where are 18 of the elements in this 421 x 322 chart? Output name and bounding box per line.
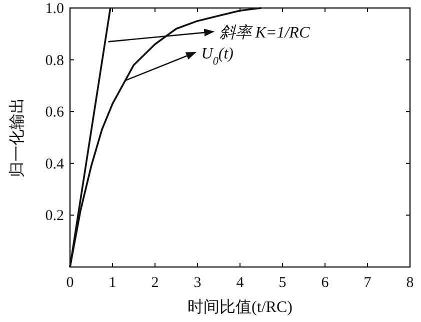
x-tick-label: 8	[406, 275, 414, 291]
y-tick-label: 0.4	[45, 156, 64, 172]
y-tick-label: 0.2	[45, 208, 64, 224]
y-tick-label: 0.6	[45, 104, 64, 121]
x-tick-label: 1	[108, 275, 116, 291]
x-tick-label: 0	[66, 275, 74, 291]
x-axis-title: 时间比值(t/RC)	[188, 298, 292, 316]
x-tick-label: 7	[364, 275, 372, 291]
x-tick-label: 2	[151, 275, 159, 291]
x-tick-label: 4	[236, 275, 244, 291]
y-tick-label: 1.0	[45, 1, 64, 17]
x-tick-label: 6	[321, 275, 330, 291]
y-axis-title: 归一化输出	[8, 98, 26, 178]
annotation: 斜率 K=1/RC	[219, 24, 310, 42]
annotation: U$_{0}$(t)	[201, 46, 234, 68]
x-tick-label: 3	[194, 275, 202, 291]
x-tick-label: 5	[278, 275, 286, 291]
y-tick-label: 0.8	[45, 52, 64, 69]
